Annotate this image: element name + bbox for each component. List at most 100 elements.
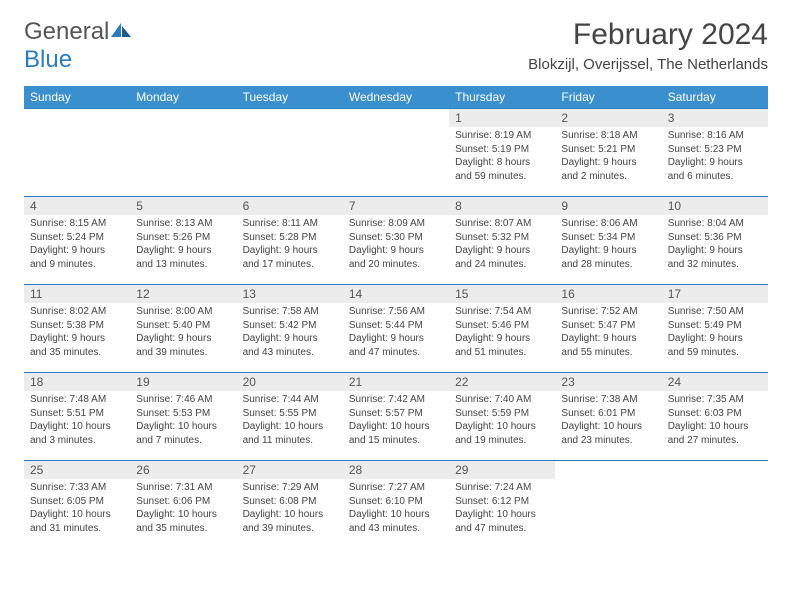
day-body: Sunrise: 8:18 AMSunset: 5:21 PMDaylight:… [555,127,661,189]
day-body: Sunrise: 7:33 AMSunset: 6:05 PMDaylight:… [24,479,130,541]
day-line: Sunset: 5:38 PM [30,319,124,333]
day-line: and 20 minutes. [349,258,443,272]
calendar-cell [237,109,343,197]
day-line: Sunrise: 8:09 AM [349,217,443,231]
day-line: Daylight: 9 hours [455,244,549,258]
day-line: Sunset: 5:40 PM [136,319,230,333]
day-line: and 24 minutes. [455,258,549,272]
calendar-cell: 21Sunrise: 7:42 AMSunset: 5:57 PMDayligh… [343,373,449,461]
day-line: Daylight: 9 hours [455,332,549,346]
day-line: and 55 minutes. [561,346,655,360]
day-body: Sunrise: 7:29 AMSunset: 6:08 PMDaylight:… [237,479,343,541]
day-number: 25 [24,461,130,479]
calendar-cell: 23Sunrise: 7:38 AMSunset: 6:01 PMDayligh… [555,373,661,461]
calendar-cell: 18Sunrise: 7:48 AMSunset: 5:51 PMDayligh… [24,373,130,461]
day-line: Sunset: 5:57 PM [349,407,443,421]
day-line: Sunrise: 7:50 AM [668,305,762,319]
day-number: 26 [130,461,236,479]
day-body: Sunrise: 8:04 AMSunset: 5:36 PMDaylight:… [662,215,768,277]
day-line: Sunrise: 7:27 AM [349,481,443,495]
day-line: Sunset: 5:32 PM [455,231,549,245]
day-line: Daylight: 9 hours [561,332,655,346]
title-block: February 2024 Blokzijl, Overijssel, The … [528,18,768,73]
calendar-cell: 16Sunrise: 7:52 AMSunset: 5:47 PMDayligh… [555,285,661,373]
day-number: 20 [237,373,343,391]
day-number: 29 [449,461,555,479]
day-line: Sunrise: 8:06 AM [561,217,655,231]
day-line: and 39 minutes. [136,346,230,360]
sail-icon [109,21,133,39]
day-line: Sunrise: 7:42 AM [349,393,443,407]
day-line: Daylight: 10 hours [668,420,762,434]
day-line: and 59 minutes. [668,346,762,360]
day-line: Daylight: 10 hours [136,508,230,522]
day-line: Sunrise: 7:40 AM [455,393,549,407]
day-line: Daylight: 10 hours [349,508,443,522]
day-line: Sunset: 6:10 PM [349,495,443,509]
calendar-cell: 1Sunrise: 8:19 AMSunset: 5:19 PMDaylight… [449,109,555,197]
day-line: Sunset: 5:49 PM [668,319,762,333]
day-line: and 19 minutes. [455,434,549,448]
day-line: Sunrise: 8:04 AM [668,217,762,231]
day-body: Sunrise: 8:11 AMSunset: 5:28 PMDaylight:… [237,215,343,277]
day-line: Sunset: 5:34 PM [561,231,655,245]
day-line: Daylight: 10 hours [349,420,443,434]
day-body: Sunrise: 7:42 AMSunset: 5:57 PMDaylight:… [343,391,449,453]
day-body: Sunrise: 7:44 AMSunset: 5:55 PMDaylight:… [237,391,343,453]
calendar-cell [555,461,661,549]
day-body: Sunrise: 7:48 AMSunset: 5:51 PMDaylight:… [24,391,130,453]
day-number: 27 [237,461,343,479]
day-line: Daylight: 9 hours [349,332,443,346]
day-line: Sunset: 5:46 PM [455,319,549,333]
day-line: and 7 minutes. [136,434,230,448]
day-line: Sunrise: 8:18 AM [561,129,655,143]
day-line: Sunrise: 8:15 AM [30,217,124,231]
day-number: 7 [343,197,449,215]
day-number: 10 [662,197,768,215]
day-line: Sunset: 5:55 PM [243,407,337,421]
calendar-cell: 15Sunrise: 7:54 AMSunset: 5:46 PMDayligh… [449,285,555,373]
day-line: and 39 minutes. [243,522,337,536]
day-line: Sunrise: 8:11 AM [243,217,337,231]
day-line: Sunrise: 7:35 AM [668,393,762,407]
day-body: Sunrise: 8:19 AMSunset: 5:19 PMDaylight:… [449,127,555,189]
day-line: and 35 minutes. [136,522,230,536]
day-line: and 23 minutes. [561,434,655,448]
day-line: Daylight: 9 hours [30,244,124,258]
day-number: 5 [130,197,236,215]
day-number: 6 [237,197,343,215]
day-line: Sunset: 6:05 PM [30,495,124,509]
calendar-table: SundayMondayTuesdayWednesdayThursdayFrid… [24,86,768,549]
calendar-cell: 25Sunrise: 7:33 AMSunset: 6:05 PMDayligh… [24,461,130,549]
day-body: Sunrise: 7:35 AMSunset: 6:03 PMDaylight:… [662,391,768,453]
day-number: 11 [24,285,130,303]
day-line: Sunrise: 8:00 AM [136,305,230,319]
day-line: Sunrise: 7:56 AM [349,305,443,319]
day-line: Sunset: 5:59 PM [455,407,549,421]
day-line: and 13 minutes. [136,258,230,272]
calendar-cell [662,461,768,549]
day-number: 4 [24,197,130,215]
weekday-header: Monday [130,86,236,109]
day-body: Sunrise: 7:31 AMSunset: 6:06 PMDaylight:… [130,479,236,541]
day-body: Sunrise: 7:40 AMSunset: 5:59 PMDaylight:… [449,391,555,453]
calendar-cell: 5Sunrise: 8:13 AMSunset: 5:26 PMDaylight… [130,197,236,285]
day-number: 9 [555,197,661,215]
day-line: Sunrise: 7:29 AM [243,481,337,495]
day-line: Daylight: 9 hours [136,332,230,346]
day-number: 12 [130,285,236,303]
calendar-cell: 7Sunrise: 8:09 AMSunset: 5:30 PMDaylight… [343,197,449,285]
calendar-cell: 3Sunrise: 8:16 AMSunset: 5:23 PMDaylight… [662,109,768,197]
day-body: Sunrise: 7:46 AMSunset: 5:53 PMDaylight:… [130,391,236,453]
day-number: 1 [449,109,555,127]
day-number: 23 [555,373,661,391]
header: General Blue February 2024 Blokzijl, Ove… [24,18,768,74]
weekday-header: Saturday [662,86,768,109]
day-line: Daylight: 9 hours [243,244,337,258]
day-line: Daylight: 10 hours [30,420,124,434]
day-line: Daylight: 10 hours [30,508,124,522]
location: Blokzijl, Overijssel, The Netherlands [528,56,768,73]
day-body: Sunrise: 7:38 AMSunset: 6:01 PMDaylight:… [555,391,661,453]
day-line: Daylight: 9 hours [136,244,230,258]
day-number: 16 [555,285,661,303]
